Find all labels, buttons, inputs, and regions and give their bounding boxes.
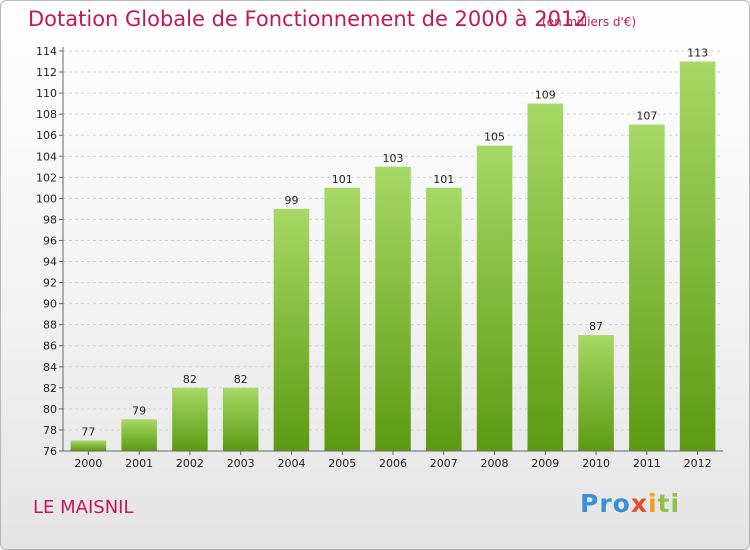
y-tick-label: 106 (36, 129, 57, 142)
x-tick-label: 2004 (277, 457, 305, 470)
bar-top-highlight (172, 387, 208, 390)
data-label: 79 (132, 404, 146, 417)
y-tick-label: 104 (36, 150, 57, 163)
bar-top-highlight (121, 419, 157, 421)
x-tick-label: 2008 (481, 457, 509, 470)
x-tick-label: 2001 (125, 457, 153, 470)
bar-2005 (324, 187, 360, 451)
x-tick-label: 2006 (379, 457, 407, 470)
bar-2000 (70, 440, 107, 451)
y-tick-label: 76 (43, 445, 57, 458)
bar-2003 (222, 387, 259, 451)
bar-2001 (121, 419, 157, 451)
x-tick-label: 2002 (176, 457, 204, 470)
bar-top-highlight (426, 187, 462, 190)
bar-top-highlight (70, 440, 107, 442)
logo-part-4: ti (657, 489, 681, 518)
bar-2011 (629, 124, 665, 452)
y-tick-label: 86 (43, 340, 57, 353)
y-tick-label: 80 (43, 403, 57, 416)
bar-2007 (426, 187, 462, 451)
bar-2009 (527, 103, 564, 451)
x-tick-label: 2010 (582, 457, 610, 470)
y-tick-label: 110 (36, 87, 57, 100)
y-tick-label: 78 (43, 424, 57, 437)
place-name: LE MAISNIL (33, 497, 134, 518)
data-label: 99 (284, 194, 298, 207)
data-label: 87 (589, 320, 603, 333)
data-label: 82 (234, 373, 248, 386)
y-tick-label: 114 (36, 45, 57, 58)
y-tick-label: 112 (36, 66, 57, 79)
y-tick-label: 82 (43, 382, 57, 395)
bar-2006 (375, 166, 411, 451)
bar-top-highlight (578, 335, 614, 337)
data-label: 109 (535, 89, 556, 102)
y-tick-label: 98 (43, 213, 57, 226)
data-label: 82 (183, 373, 197, 386)
bar-top-highlight (324, 187, 360, 190)
data-label: 107 (636, 110, 657, 123)
bar-top-highlight (679, 61, 716, 64)
y-tick-label: 92 (43, 277, 57, 290)
bar-2008 (476, 145, 513, 451)
y-tick-label: 94 (43, 256, 57, 269)
x-tick-label: 2012 (684, 457, 712, 470)
x-tick-label: 2005 (328, 457, 356, 470)
data-label: 105 (484, 131, 505, 144)
y-tick-label: 100 (36, 192, 57, 205)
y-tick-label: 90 (43, 298, 57, 311)
bar-2002 (172, 387, 208, 451)
bar-top-highlight (527, 103, 564, 106)
chart-subtitle: (en milliers d'€) (542, 15, 637, 29)
bar-top-highlight (273, 208, 310, 211)
y-tick-label: 88 (43, 319, 57, 332)
data-label: 103 (383, 152, 404, 165)
x-tick-label: 2007 (430, 457, 458, 470)
bar-2004 (273, 208, 310, 451)
y-tick-label: 102 (36, 171, 57, 184)
data-label: 101 (433, 173, 454, 186)
x-tick-label: 2011 (633, 457, 661, 470)
data-label: 101 (332, 173, 353, 186)
logo-part-1: Pro (580, 489, 631, 518)
bar-top-highlight (222, 387, 259, 390)
chart-title: Dotation Globale de Fonctionnement de 20… (28, 7, 588, 31)
bar-2012 (679, 61, 716, 452)
y-tick-label: 108 (36, 108, 57, 121)
logo-part-3: i (647, 489, 658, 518)
logo-part-2: x (630, 489, 648, 518)
bar-top-highlight (629, 124, 665, 127)
bars: 77 79 82 82 99 101 103 101 105 109 87 107 113 (70, 47, 716, 452)
x-tick-label: 2003 (227, 457, 255, 470)
y-tick-label: 96 (43, 234, 57, 247)
bar-top-highlight (375, 166, 411, 169)
data-label: 113 (687, 47, 708, 60)
bar-top-highlight (476, 145, 513, 148)
x-tick-label: 2000 (74, 457, 102, 470)
y-tick-label: 84 (43, 361, 57, 374)
x-tick-label: 2009 (531, 457, 559, 470)
data-label: 77 (81, 425, 95, 438)
bar-2010 (578, 335, 614, 451)
proxiti-logo[interactable]: Proxiti (580, 489, 680, 518)
axes: 76 78 80 82 84 86 88 90 92 94 96 98 100 102 104 106 108 1… (36, 45, 723, 470)
